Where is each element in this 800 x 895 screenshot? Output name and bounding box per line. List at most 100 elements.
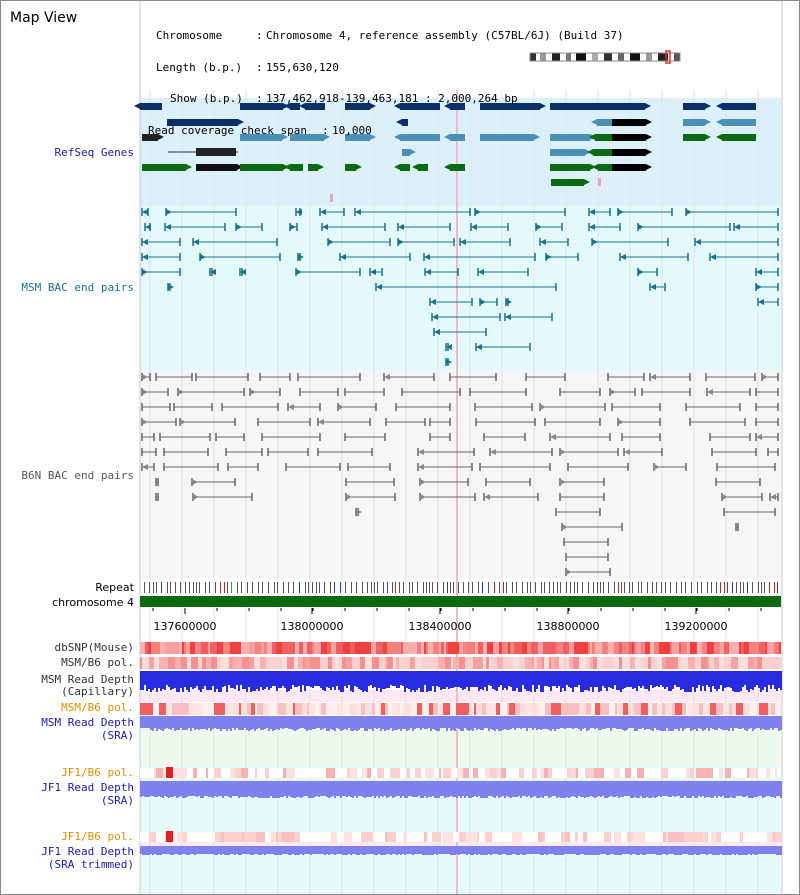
repeat-mark	[488, 582, 489, 593]
ruler-tick-label: 138400000	[409, 620, 472, 633]
jf1-depth-sra-bar	[554, 781, 556, 796]
jf1-b6-pol-heat	[673, 768, 676, 778]
msm-depth-sra-bar	[574, 716, 576, 728]
msm-depth-capillary-bar	[144, 671, 146, 685]
jf1-b6-pol-heat	[415, 768, 421, 778]
jf1-b6-pol-heat	[156, 768, 163, 778]
jf1-depth-trimmed-bar	[452, 846, 454, 855]
jf1-b6-pol-heat	[492, 832, 495, 842]
dbsnp-heat	[499, 642, 502, 654]
repeat-mark	[747, 582, 748, 593]
msm-depth-capillary-bar	[290, 671, 292, 689]
repeat-mark	[345, 582, 346, 593]
repeat-mark	[618, 582, 619, 593]
dbsnp-heat	[441, 642, 444, 654]
repeat-track-label: Repeat	[95, 581, 134, 594]
jf1-depth-trimmed-bar	[358, 846, 360, 855]
msm-depth-sra-bar	[236, 716, 238, 728]
jf1-b6-pol-heat	[535, 832, 538, 842]
jf1-depth-trimmed-bar	[516, 846, 518, 855]
msm-depth-capillary-bar	[388, 671, 390, 688]
jf1-b6-pol-heat	[228, 832, 235, 842]
msm-depth-capillary-bar	[746, 671, 748, 690]
msm-depth-capillary-bar	[694, 671, 696, 692]
jf1-depth-sra-bar	[188, 781, 190, 796]
msm-depth-sra-bar	[142, 716, 144, 728]
jf1-depth-sra-bar	[250, 781, 252, 797]
dbsnp-heat	[590, 642, 592, 654]
jf1-depth-trimmed-bar	[388, 846, 390, 854]
gene-strand-arrow	[540, 103, 546, 109]
msm-depth-capillary-bar	[530, 671, 532, 692]
dbsnp-heat	[592, 642, 595, 654]
msm-b6-pol-heat	[229, 657, 233, 669]
jf1-depth-sra-bar	[342, 781, 344, 796]
bac-arrow	[430, 299, 436, 305]
msm-b6-pol-heat	[672, 703, 675, 715]
msm-depth-capillary-bar	[526, 671, 528, 691]
jf1-depth-sra-bar	[548, 781, 550, 798]
msm-depth-sra-bar	[540, 716, 542, 730]
repeat-mark	[193, 582, 194, 593]
msm-depth-capillary-bar	[194, 671, 196, 688]
msm-b6-pol-heat	[350, 703, 355, 715]
msm-depth-sra-bar	[594, 716, 596, 729]
b6n-bac-track-bg	[140, 370, 781, 578]
repeat-mark	[262, 582, 263, 593]
repeat-mark	[670, 582, 671, 593]
msm-depth-capillary-bar	[364, 671, 366, 691]
jf1-depth-sra-bar	[404, 781, 406, 798]
jf1-depth-sra-bar	[448, 781, 450, 797]
msm-b6-pol-heat	[539, 703, 542, 715]
msm-b6-pol-heat	[337, 703, 343, 715]
jf1-depth-trimmed-bar	[624, 846, 626, 854]
repeat-mark	[774, 582, 775, 593]
jf1-depth-sra-bar	[288, 781, 290, 796]
msm-depth-sra-bar	[560, 716, 562, 728]
msm-depth-sra-bar	[244, 716, 246, 728]
jf1-b6-pol-heat	[775, 832, 781, 842]
jf1-b6-pol-heat	[255, 768, 257, 778]
jf1-depth-trimmed-bar	[596, 846, 598, 855]
jf1-depth-trimmed-bar	[226, 846, 228, 855]
jf1-depth-trimmed-bar	[676, 846, 678, 855]
msm-b6-pol-heat	[555, 657, 559, 669]
msm-depth-capillary-bar	[602, 671, 604, 686]
jf1-depth-trimmed-bar	[490, 846, 492, 855]
jf1-depth-trimmed-bar	[514, 846, 516, 854]
msm-b6-pol-heat	[519, 657, 525, 669]
jf1-depth-trimmed-bar	[266, 846, 268, 854]
jf1-depth-sra-bar	[760, 781, 762, 796]
msm-depth-capillary-bar	[548, 671, 550, 687]
dbsnp-heat	[307, 642, 312, 654]
bac-arrow	[618, 419, 624, 425]
msm-depth-capillary-bar	[690, 671, 692, 692]
msm-depth-sra-bar	[150, 716, 152, 730]
repeat-mark	[367, 582, 368, 593]
jf1-depth-sra-bar	[574, 781, 576, 797]
msm-b6-pol-heat	[470, 657, 473, 669]
msm-depth-capillary-bar	[232, 671, 234, 688]
dbsnp-heat	[543, 642, 550, 654]
dbsnp-heat	[236, 642, 241, 654]
msm-depth-sra-bar	[386, 716, 388, 730]
jf1-b6-pol-heat	[453, 832, 455, 842]
jf1-b6-pol-heat	[368, 832, 373, 842]
msm-depth-capillary-bar	[598, 671, 600, 692]
dbsnp-heat	[665, 642, 670, 654]
jf1-depth-trimmed-bar	[322, 846, 324, 854]
repeat-mark	[220, 582, 221, 593]
jf1-depth-sra-bar	[376, 781, 378, 796]
jf1-b6-pol-heat	[537, 768, 540, 778]
jf1-depth-trimmed-bar	[348, 846, 350, 854]
repeat-mark	[629, 582, 630, 593]
msm-depth-capillary-bar	[482, 671, 484, 690]
msm-depth-sra-bar	[354, 716, 356, 730]
msm-b6-pol-heat	[754, 657, 757, 669]
msm-b6-pol-heat	[678, 657, 681, 669]
msm-depth-capillary-bar	[758, 671, 760, 688]
repeat-mark	[409, 582, 410, 593]
jf1-depth-sra-bar	[502, 781, 504, 796]
